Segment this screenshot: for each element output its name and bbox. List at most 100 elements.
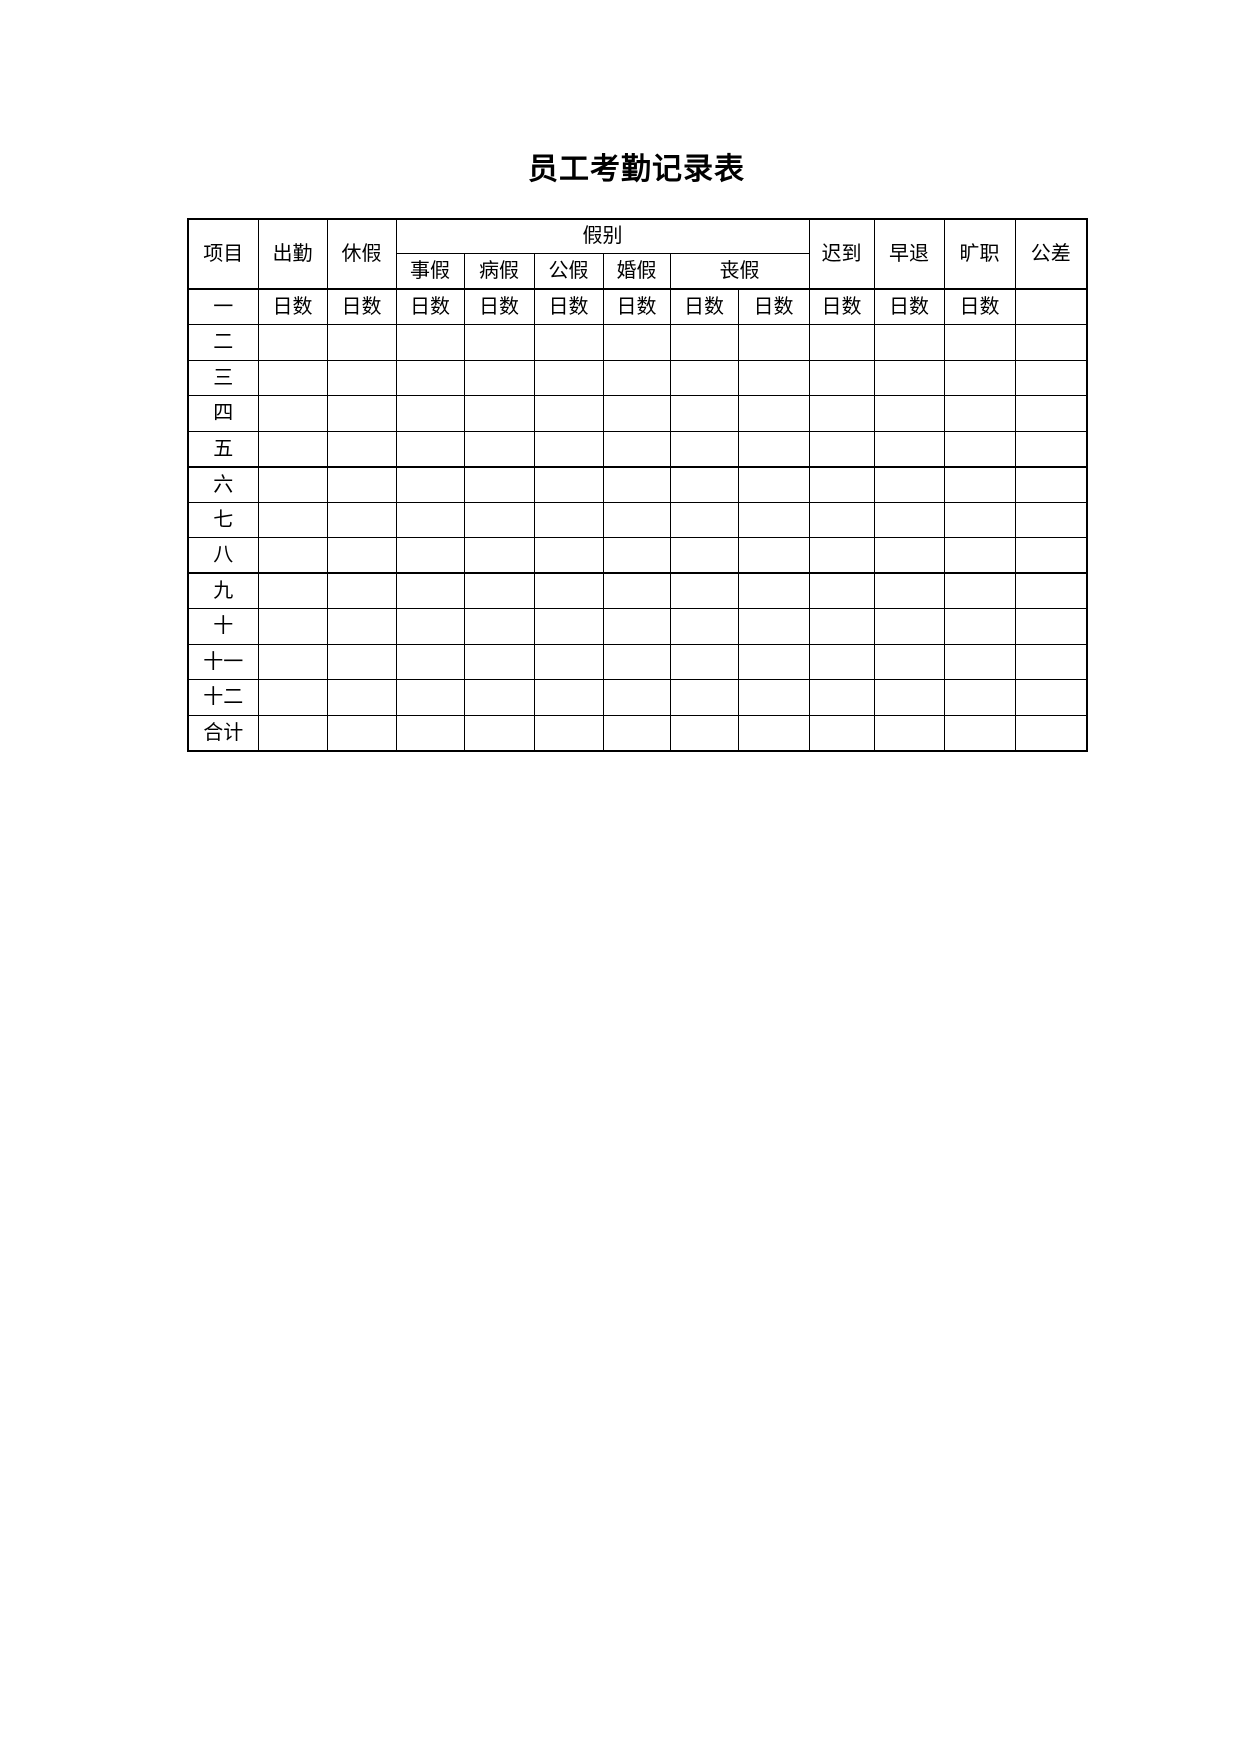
data-cell: [326, 679, 397, 716]
data-cell: [737, 466, 810, 503]
data-cell: [463, 643, 535, 680]
data-cell: [602, 395, 671, 432]
col-header-leave-category: 假别: [395, 218, 810, 254]
data-cell: [602, 359, 671, 396]
data-cell: [943, 395, 1016, 432]
data-cell: [463, 679, 535, 716]
col-header-leave-subtype: 丧假: [669, 252, 810, 290]
data-cell: [326, 643, 397, 680]
data-cell: 日数: [602, 288, 671, 325]
data-cell: [943, 466, 1016, 503]
data-cell: [943, 430, 1016, 468]
row-label: 合计: [187, 714, 259, 751]
data-cell: [602, 537, 671, 574]
data-cell: 日数: [737, 288, 810, 325]
data-cell: [602, 324, 671, 361]
data-cell: 日数: [326, 288, 397, 325]
data-cell: [395, 324, 465, 361]
data-cell: [737, 714, 810, 751]
data-cell: [257, 430, 328, 468]
data-cell: [326, 395, 397, 432]
data-cell: [533, 537, 604, 574]
data-cell: [1014, 608, 1088, 645]
col-header-leave-subtype: 公假: [533, 252, 604, 290]
data-cell: [808, 572, 875, 609]
data-cell: [533, 324, 604, 361]
row-label: 二: [187, 324, 259, 361]
data-cell: [395, 714, 465, 751]
data-cell: [669, 430, 739, 468]
data-cell: [395, 466, 465, 503]
data-cell: [943, 501, 1016, 538]
data-cell: [808, 430, 875, 468]
data-cell: 日数: [943, 288, 1016, 325]
data-cell: [463, 430, 535, 468]
row-label: 一: [187, 288, 259, 325]
data-cell: [669, 466, 739, 503]
data-cell: [463, 608, 535, 645]
data-cell: [737, 324, 810, 361]
data-cell: [533, 679, 604, 716]
data-cell: [873, 430, 945, 468]
data-cell: [257, 608, 328, 645]
data-cell: [1014, 466, 1088, 503]
data-cell: [395, 359, 465, 396]
data-cell: [602, 501, 671, 538]
col-header-vacation: 休假: [326, 218, 397, 290]
data-cell: [533, 430, 604, 468]
data-cell: [257, 359, 328, 396]
attendance-table-container: 项目 出勤 休假 假别 迟到 早退 旷职 公差 事假 病假 公假 婚假 丧假 一日数 日数…: [187, 218, 1089, 752]
data-cell: [1014, 288, 1088, 325]
col-header-leave-subtype: 病假: [463, 252, 535, 290]
col-header-leave-subtype: 婚假: [602, 252, 671, 290]
data-cell: [943, 572, 1016, 609]
table-row: 一日数 日数 日数 日数 日数 日数 日数 日数 日数 日数 日数: [187, 288, 1088, 325]
data-cell: [808, 643, 875, 680]
data-cell: [737, 395, 810, 432]
data-cell: [669, 324, 739, 361]
data-cell: [257, 395, 328, 432]
data-cell: [326, 714, 397, 751]
data-cell: [873, 501, 945, 538]
data-cell: [1014, 324, 1088, 361]
data-cell: [326, 324, 397, 361]
data-cell: [257, 501, 328, 538]
data-cell: [463, 359, 535, 396]
data-cell: [808, 501, 875, 538]
col-header-business-trip: 公差: [1014, 218, 1088, 290]
data-cell: [873, 572, 945, 609]
row-label: 四: [187, 395, 259, 432]
data-cell: [463, 572, 535, 609]
data-cell: [1014, 395, 1088, 432]
table-row: 二: [187, 324, 1088, 361]
table-row: 三: [187, 359, 1088, 396]
data-cell: 日数: [533, 288, 604, 325]
data-cell: 日数: [873, 288, 945, 325]
attendance-table: 项目 出勤 休假 假别 迟到 早退 旷职 公差 事假 病假 公假 婚假 丧假 一日数 日数…: [187, 218, 1089, 752]
header-row-main: 项目 出勤 休假 假别 迟到 早退 旷职 公差: [187, 218, 1088, 290]
data-cell: [808, 608, 875, 645]
data-cell: [602, 430, 671, 468]
data-cell: [463, 501, 535, 538]
data-cell: [395, 430, 465, 468]
data-cell: [533, 501, 604, 538]
data-cell: [1014, 643, 1088, 680]
data-cell: [873, 643, 945, 680]
table-row: 四: [187, 395, 1088, 432]
data-cell: [602, 572, 671, 609]
data-cell: [395, 572, 465, 609]
col-header-item: 项目: [187, 218, 259, 290]
data-cell: [669, 501, 739, 538]
row-label: 五: [187, 430, 259, 468]
data-cell: [737, 430, 810, 468]
row-label: 十二: [187, 679, 259, 716]
data-cell: [395, 679, 465, 716]
row-label: 三: [187, 359, 259, 396]
data-cell: [257, 537, 328, 574]
data-cell: [737, 572, 810, 609]
table-row: 九: [187, 572, 1088, 609]
data-cell: [943, 608, 1016, 645]
table-row: 十二: [187, 679, 1088, 716]
data-cell: [463, 714, 535, 751]
